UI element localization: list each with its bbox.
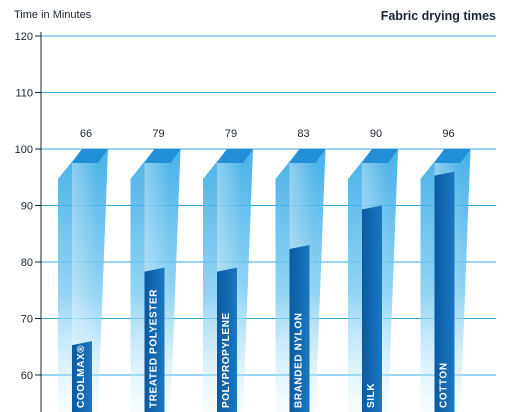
bar: [434, 171, 455, 412]
y-tick-label: 70: [21, 314, 33, 326]
grid-layer: [35, 32, 496, 412]
bar-group: [130, 149, 181, 412]
bar-group: [275, 149, 326, 412]
category-label: COOLMAX®: [76, 345, 87, 408]
data-label: 79: [152, 128, 164, 140]
bar-group: [420, 149, 471, 412]
category-label: POLYPROPYLENE: [221, 312, 232, 408]
y-tick-label: 80: [21, 257, 33, 269]
bar-group: [58, 149, 108, 412]
bar: [289, 245, 310, 412]
y-tick-label: 60: [21, 370, 33, 382]
bar-cap: [144, 149, 181, 163]
labels-layer: 60 70 80 90 100 110 120 66 COOLMAX® 79 TREATED POL…: [15, 31, 455, 408]
data-label: 83: [297, 128, 309, 140]
bar-cap: [72, 149, 108, 163]
bar: [362, 205, 382, 412]
y-tick-label: 100: [15, 144, 33, 156]
bar: [144, 267, 165, 412]
data-label: 90: [370, 128, 382, 140]
y-tick-label: 90: [21, 201, 33, 213]
chart-title: Fabric drying times: [380, 9, 496, 23]
bar-cap: [289, 149, 326, 163]
bar-cap: [362, 149, 398, 163]
category-label: COTTON: [439, 362, 450, 408]
bar-group: [348, 149, 398, 412]
bar-cap: [217, 149, 253, 163]
y-axis-label: Time in Minutes: [14, 9, 92, 21]
data-label: 96: [442, 128, 454, 140]
bars-layer: [58, 149, 471, 412]
category-label: SILK: [366, 383, 377, 408]
data-label: 66: [80, 128, 92, 140]
y-tick-label: 120: [15, 31, 33, 43]
data-label: 79: [225, 128, 237, 140]
bar: [72, 341, 92, 412]
bar: [217, 267, 237, 412]
bar-cap: [434, 149, 471, 163]
category-label: BRANDED NYLON: [294, 312, 305, 408]
bar-group: [203, 149, 253, 412]
y-tick-label: 110: [15, 88, 33, 100]
category-label: TREATED POLYESTER: [149, 289, 160, 408]
